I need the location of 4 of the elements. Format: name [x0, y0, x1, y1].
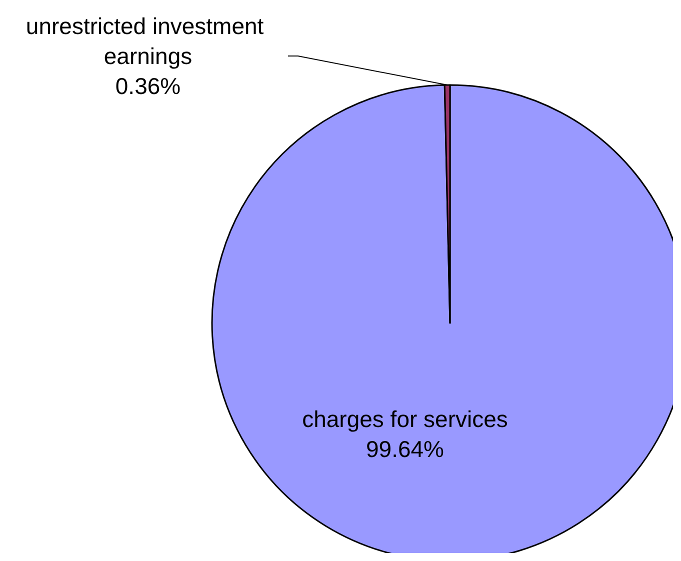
data-label: 0.36% [115, 73, 181, 99]
slice-label: charges for services [302, 406, 508, 432]
slice-label: unrestricted investment earnings [26, 13, 270, 69]
data-label: 99.64% [366, 436, 444, 462]
